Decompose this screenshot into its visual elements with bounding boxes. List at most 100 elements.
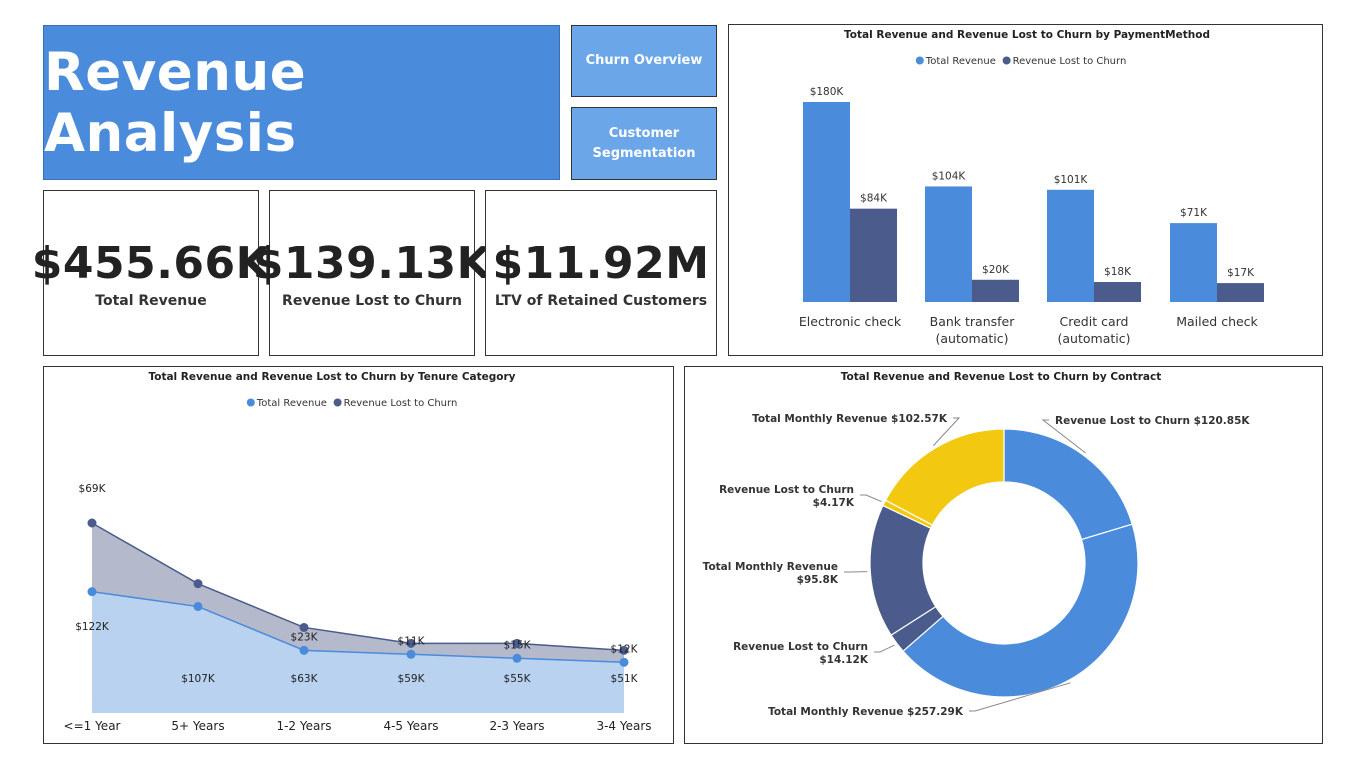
x-tick-label: 3-4 Years xyxy=(596,719,651,733)
lost-data-label: $15K xyxy=(504,639,532,651)
kpi-card-total-revenue: $455.66K Total Revenue xyxy=(32,190,270,356)
chart-title: Total Revenue and Revenue Lost to Churn … xyxy=(148,371,515,383)
x-tick-label: Bank transfer xyxy=(930,314,1016,329)
revenue-lost-point xyxy=(406,638,416,648)
customer-segmentation-button[interactable]: Customer Segmentation xyxy=(571,107,717,180)
x-tick-label: (automatic) xyxy=(936,331,1009,346)
total-data-label: $107K xyxy=(181,673,216,685)
payment-method-bar-chart: Total Revenue and Revenue Lost to Churn … xyxy=(799,29,1264,346)
total-revenue-line xyxy=(91,590,625,664)
total-revenue-point xyxy=(299,645,309,655)
legend-label: Revenue Lost to Churn xyxy=(1013,56,1127,67)
legend-marker xyxy=(915,56,924,65)
leader-line xyxy=(874,644,895,653)
bar-data-label: $101K xyxy=(1054,174,1089,186)
slice-label: Total Monthly Revenue xyxy=(703,561,838,573)
legend-marker xyxy=(1002,56,1011,65)
total-revenue-point xyxy=(193,602,203,612)
total-revenue-point xyxy=(619,657,629,667)
donut-slice xyxy=(902,523,1139,698)
tenure-chart-panel: Total Revenue and Revenue Lost to Churn … xyxy=(43,366,674,744)
kpi-card-ltv: $11.92M LTV of Retained Customers xyxy=(485,190,717,356)
page-title: Revenue Analysis xyxy=(44,41,307,164)
revenue-lost-area xyxy=(92,523,624,663)
kpi-label: Revenue Lost to Churn xyxy=(282,292,462,309)
kpi-value: $139.13K xyxy=(252,237,492,289)
contract-donut-chart: Total Revenue and Revenue Lost to Churn … xyxy=(703,371,1251,718)
churn-overview-label: Churn Overview xyxy=(585,53,703,68)
kpi-value: $455.66K xyxy=(31,237,271,289)
legend-label: Total Revenue xyxy=(925,56,996,67)
revenue-lost-point xyxy=(512,638,522,648)
total-data-label: $122K xyxy=(75,621,110,633)
bar-data-label: $20K xyxy=(982,264,1010,276)
total-data-label: $63K xyxy=(291,673,319,685)
total-data-label: $59K xyxy=(398,673,426,685)
leader-line xyxy=(860,494,882,502)
donut-slice xyxy=(1003,428,1133,541)
total-revenue-area xyxy=(92,591,624,713)
kpi-card-revenue-lost: $139.13K Revenue Lost to Churn xyxy=(253,190,491,356)
lost-data-label: $12K xyxy=(611,643,639,655)
title-banner: Revenue Analysis xyxy=(43,25,560,180)
contract-chart-panel: Total Revenue and Revenue Lost to Churn … xyxy=(684,366,1323,744)
bar-data-label: $71K xyxy=(1180,207,1208,219)
bar-data-label: $84K xyxy=(860,193,888,205)
bar-data-label: $18K xyxy=(1104,266,1132,278)
kpi-value: $11.92M xyxy=(492,237,710,289)
bar xyxy=(1047,189,1094,302)
chart-legend: Total Revenue Revenue Lost to Churn xyxy=(915,56,1127,67)
x-tick-label: 1-2 Years xyxy=(276,719,331,733)
revenue-lost-point xyxy=(87,518,97,528)
slice-label: Total Monthly Revenue $102.57K xyxy=(752,413,948,425)
kpi-label: LTV of Retained Customers xyxy=(494,292,708,309)
legend-label: Total Revenue xyxy=(256,398,327,409)
bar-data-label: $17K xyxy=(1227,267,1255,279)
slice-label: $14.12K xyxy=(819,654,869,666)
bar-data-label: $104K xyxy=(932,170,967,182)
lost-data-label: $23K xyxy=(291,631,319,643)
revenue-lost-point xyxy=(619,645,629,655)
churn-overview-button[interactable]: Churn Overview xyxy=(571,25,717,97)
slice-label: $4.17K xyxy=(813,497,855,509)
x-tick-label: Credit card xyxy=(1060,314,1129,329)
x-tick-label: 2-3 Years xyxy=(489,719,544,733)
revenue-lost-point xyxy=(193,579,203,589)
chart-title: Total Revenue and Revenue Lost to Churn … xyxy=(844,29,1210,41)
x-tick-label: (automatic) xyxy=(1058,331,1131,346)
bar-data-label: $180K xyxy=(810,86,845,98)
slice-label: Total Monthly Revenue $257.29K xyxy=(768,706,964,718)
bar xyxy=(972,279,1019,302)
customer-segmentation-label-1: Customer xyxy=(608,125,680,141)
lost-data-label: $69K xyxy=(79,483,107,495)
legend-marker xyxy=(246,398,255,407)
legend-marker xyxy=(333,398,342,407)
x-tick-label: Electronic check xyxy=(799,314,902,329)
revenue-lost-point xyxy=(299,622,309,632)
leader-line xyxy=(1041,419,1086,454)
leader-line xyxy=(932,417,961,446)
chart-legend: Total Revenue Revenue Lost to Churn xyxy=(246,398,457,409)
slice-label: Revenue Lost to Churn xyxy=(719,484,854,496)
payment-method-chart-panel: Total Revenue and Revenue Lost to Churn … xyxy=(728,24,1323,356)
x-tick-label: Mailed check xyxy=(1176,314,1258,329)
total-revenue-point xyxy=(406,649,416,659)
total-data-label: $55K xyxy=(504,673,532,685)
total-revenue-point xyxy=(512,653,522,663)
x-tick-label: <=1 Year xyxy=(64,719,121,733)
bar xyxy=(1170,223,1217,302)
bar xyxy=(803,102,850,302)
donut-slice xyxy=(884,428,1005,526)
bar xyxy=(1217,283,1264,302)
slice-label: Revenue Lost to Churn $120.85K xyxy=(1055,415,1250,427)
tenure-area-chart: Total Revenue and Revenue Lost to Churn … xyxy=(64,371,652,733)
total-revenue-point xyxy=(87,587,97,597)
bar xyxy=(850,208,897,302)
bar xyxy=(925,186,972,302)
slice-label: $95.8K xyxy=(797,574,839,586)
lost-data-label: $11K xyxy=(398,635,426,647)
chart-title: Total Revenue and Revenue Lost to Churn … xyxy=(841,371,1162,383)
total-data-label: $51K xyxy=(611,673,639,685)
x-tick-label: 4-5 Years xyxy=(383,719,438,733)
slice-label: Revenue Lost to Churn xyxy=(733,641,868,653)
